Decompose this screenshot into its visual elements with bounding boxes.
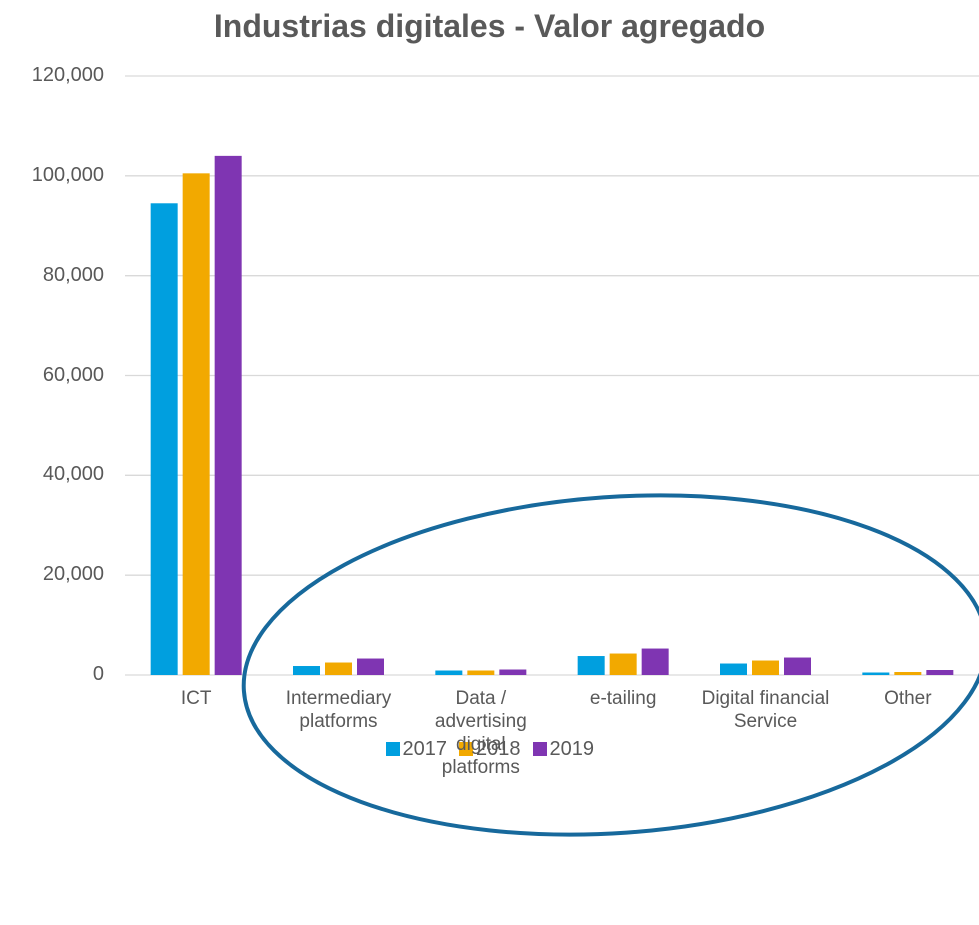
x-tick-label: Digital financial Service bbox=[701, 688, 830, 732]
y-tick-label: 80,000 bbox=[42, 263, 104, 286]
bar bbox=[784, 657, 811, 675]
y-tick-label: 40,000 bbox=[42, 463, 104, 486]
bar bbox=[182, 173, 210, 675]
bar bbox=[467, 670, 495, 675]
bar bbox=[499, 669, 527, 675]
bar bbox=[577, 656, 605, 675]
bar bbox=[357, 658, 384, 675]
x-tick-label: Other bbox=[884, 688, 932, 709]
x-tick-label: ICT bbox=[180, 688, 212, 709]
bar bbox=[894, 672, 922, 675]
x-tick-label: Intermediary platforms bbox=[285, 688, 392, 732]
x-tick-label: Data / advertising digital platforms bbox=[434, 688, 527, 778]
y-tick-label: 120,000 bbox=[31, 64, 104, 86]
legend-swatch bbox=[459, 742, 473, 756]
legend-swatch bbox=[532, 742, 547, 756]
legend-item: 2018 bbox=[459, 738, 521, 761]
bar bbox=[926, 670, 954, 675]
bar bbox=[293, 666, 320, 675]
y-tick-label: 20,000 bbox=[42, 563, 104, 586]
plot-area bbox=[125, 75, 979, 676]
legend-item: 2019 bbox=[532, 738, 595, 761]
legend-label: 2018 bbox=[476, 738, 521, 760]
bar bbox=[325, 662, 352, 675]
bar bbox=[862, 672, 890, 675]
legend-swatch bbox=[385, 742, 400, 756]
chart-title: Industrias digitales - Valor agregado bbox=[213, 8, 766, 44]
bar bbox=[752, 660, 779, 675]
bar bbox=[150, 203, 178, 675]
legend: 2017 2018 2019 bbox=[385, 738, 595, 761]
y-tick-label: 100,000 bbox=[31, 163, 104, 186]
bar bbox=[214, 155, 242, 675]
highlight-ellipse bbox=[241, 493, 979, 837]
bar bbox=[641, 648, 669, 675]
bar bbox=[609, 653, 637, 675]
legend-label: 2017 bbox=[402, 738, 448, 760]
y-tick-label: 0 bbox=[92, 663, 104, 685]
bar bbox=[720, 663, 747, 675]
x-tick-label: e-tailing bbox=[589, 688, 657, 709]
legend-item: 2017 bbox=[385, 738, 448, 761]
y-tick-label: 60,000 bbox=[42, 363, 104, 386]
legend-label: 2019 bbox=[549, 738, 595, 760]
bar bbox=[435, 670, 463, 675]
